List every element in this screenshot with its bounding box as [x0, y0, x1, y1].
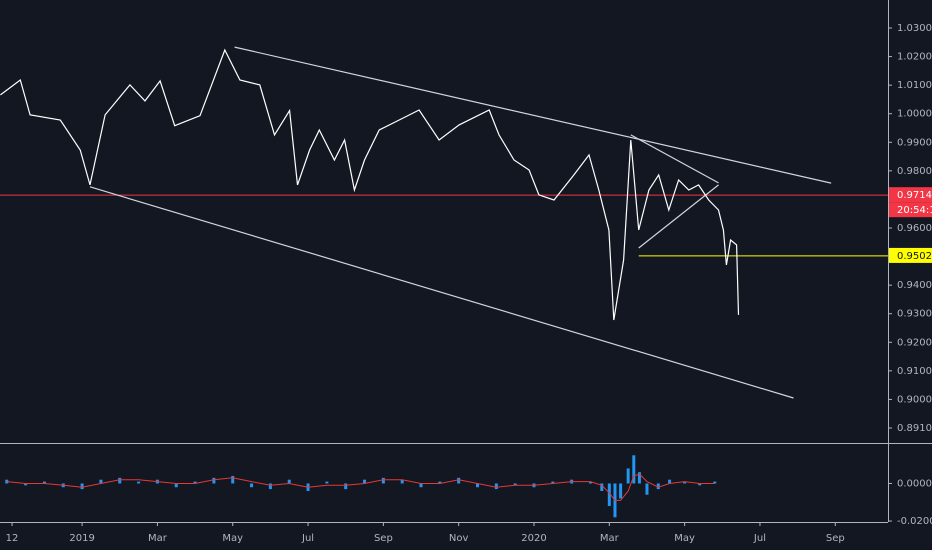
x-tick-label: Jul: [301, 533, 314, 544]
macd-bar: [381, 477, 385, 484]
y-tick-label: 1.03000: [897, 23, 932, 34]
macd-bar: [632, 455, 636, 484]
x-tick-label: Sep: [374, 533, 393, 544]
x-tick-label: Mar: [148, 533, 168, 544]
countdown-label: 20:54:10: [897, 205, 932, 216]
macd-bar: [231, 475, 235, 484]
macd-bar: [5, 479, 9, 484]
price-line: [0, 48, 740, 321]
y-tick-label: 1.02000: [897, 52, 932, 63]
trendline: [89, 186, 794, 399]
macd-bar: [363, 479, 367, 484]
countdown-box: [889, 202, 932, 218]
x-tick-label: Nov: [449, 533, 469, 544]
x-tick-label: May: [222, 533, 243, 544]
macd-bar: [476, 483, 480, 488]
macd-bar: [99, 479, 103, 484]
level-box: [889, 247, 932, 263]
level-label: 0.95023: [897, 251, 932, 262]
macd-bar: [438, 481, 442, 484]
last-price-box: [889, 187, 932, 203]
macd-bar: [645, 483, 649, 495]
macd-bar: [287, 479, 291, 484]
macd-bar: [683, 481, 687, 484]
macd-bar: [325, 481, 329, 484]
macd-bar: [637, 472, 641, 484]
macd-bar: [419, 483, 423, 488]
y-tick-label: -0.02000: [897, 516, 932, 527]
macd-bar: [268, 483, 272, 490]
macd-bar: [513, 483, 517, 486]
macd-bar: [118, 477, 122, 484]
macd-bar: [344, 483, 348, 490]
macd-bar: [174, 483, 178, 488]
macd-bar: [619, 483, 623, 499]
macd-bar: [212, 477, 216, 484]
macd-bar: [400, 479, 404, 484]
macd-bar: [42, 481, 46, 484]
signal-line: [6, 473, 715, 501]
y-tick-label: 1.01000: [897, 80, 932, 91]
macd-bar: [457, 477, 461, 484]
macd-bar: [137, 481, 141, 484]
x-tick-label: Mar: [600, 533, 620, 544]
x-tick-label: Jul: [753, 533, 766, 544]
x-tick-label: 2020: [521, 533, 546, 544]
macd-bar: [668, 479, 672, 484]
trendline: [630, 134, 719, 184]
macd-bar: [600, 483, 604, 491]
trendline: [234, 46, 832, 184]
x-tick-label: 12: [6, 533, 19, 544]
macd-bar: [551, 481, 555, 484]
macd-bar: [588, 481, 592, 484]
y-tick-label: 0.89100: [897, 423, 932, 434]
macd-bar: [193, 481, 197, 484]
macd-bar: [607, 483, 611, 507]
x-tick-label: May: [674, 533, 695, 544]
macd-bar: [713, 481, 717, 484]
macd-bar: [494, 483, 498, 490]
macd-bar: [250, 483, 254, 488]
macd-bar: [656, 483, 660, 490]
last-price-label: 0.97149: [897, 190, 932, 201]
x-tick-label: 2019: [69, 533, 94, 544]
x-tick-label: Sep: [826, 533, 845, 544]
macd-bar: [626, 468, 630, 484]
macd-bar: [698, 483, 702, 486]
macd-bar: [80, 483, 84, 490]
macd-bar: [24, 483, 28, 486]
